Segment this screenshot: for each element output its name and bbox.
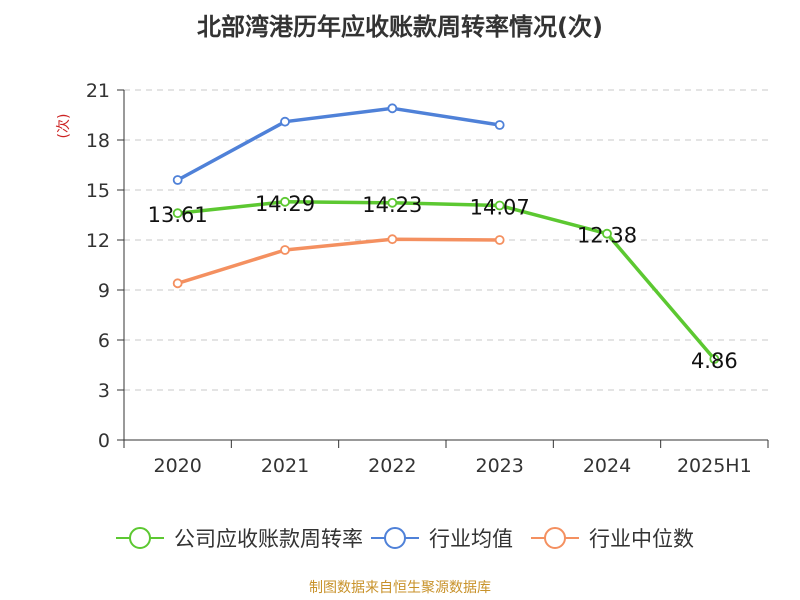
data-point — [387, 103, 398, 114]
data-point — [494, 120, 505, 130]
chart-title: 北部湾港历年应收账款周转率情况(次) — [197, 13, 603, 41]
data-label: 14.23 — [362, 193, 422, 217]
legend: 公司应收账款周转率 行业均值 行业中位数 — [116, 527, 694, 551]
data-point — [387, 234, 398, 245]
x-tick-label: 2025H1 — [677, 455, 752, 477]
data-label: 13.61 — [148, 203, 208, 227]
y-tick-label: 6 — [98, 330, 110, 352]
series-layer — [172, 103, 720, 364]
y-tick-label: 15 — [86, 180, 110, 202]
data-label: 4.86 — [691, 349, 738, 373]
x-tick-label: 2024 — [583, 455, 631, 477]
x-tick-label: 2022 — [368, 455, 416, 477]
data-point — [280, 116, 290, 127]
data-label: 14.07 — [470, 196, 530, 220]
y-tick-label: 18 — [86, 130, 110, 152]
data-point — [602, 228, 612, 239]
data-point — [172, 175, 183, 185]
axes: 0 3 6 9 12 15 18 21 2020 2021 2022 2023 2024 2025H1 — [86, 80, 769, 477]
data-point — [280, 196, 290, 207]
series-line — [176, 106, 500, 182]
y-tick-label: 21 — [86, 80, 110, 102]
series-line — [177, 237, 500, 285]
data-point — [172, 278, 183, 289]
data-point — [494, 235, 505, 245]
data-point — [709, 354, 720, 364]
data-source-note: 制图数据来自恒生聚源数据库 — [309, 580, 491, 596]
data-point — [172, 208, 183, 219]
x-tick-label: 2020 — [153, 455, 201, 477]
data-label: 12.38 — [577, 224, 637, 248]
x-tick-label: 2023 — [475, 455, 523, 477]
legend-label: 行业中位数 — [589, 527, 694, 551]
data-label: 14.29 — [255, 192, 315, 216]
legend-marker — [544, 527, 566, 549]
y-tick-label: 3 — [98, 380, 110, 402]
y-tick-label: 0 — [98, 430, 110, 452]
legend-marker — [384, 527, 406, 549]
data-point — [494, 200, 505, 211]
legend-label: 行业均值 — [429, 527, 513, 551]
legend-label: 公司应收账款周转率 — [174, 527, 363, 551]
series-line — [177, 200, 716, 361]
y-tick-label: 9 — [98, 280, 110, 302]
data-point — [387, 197, 398, 208]
y-axis-label: (次) — [56, 114, 72, 139]
legend-marker — [129, 527, 151, 549]
x-tick-label: 2021 — [261, 455, 309, 477]
data-labels: 13.61 14.29 14.23 14.07 12.38 4.86 — [148, 192, 738, 373]
y-tick-label: 12 — [86, 230, 110, 252]
data-point — [280, 245, 290, 255]
